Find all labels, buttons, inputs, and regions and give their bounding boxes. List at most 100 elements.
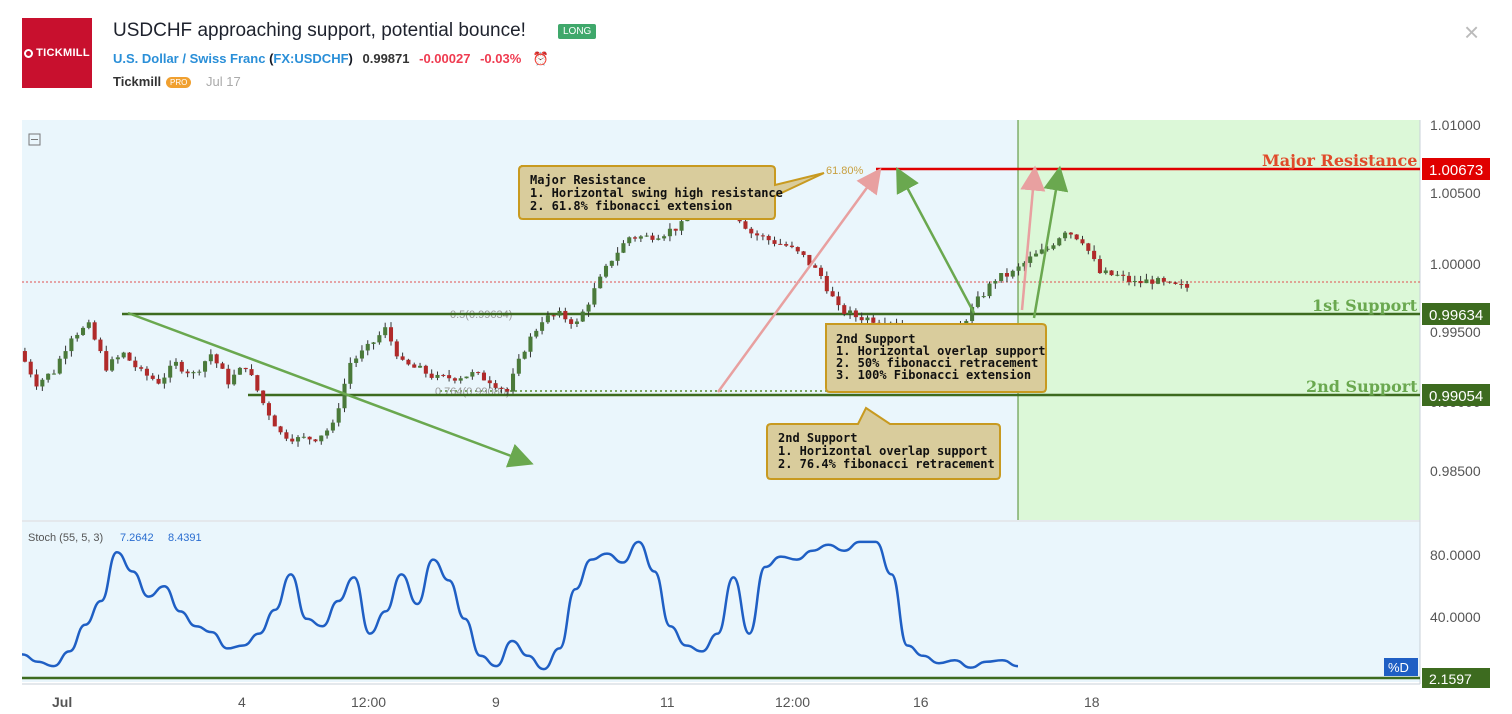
first-support-label: 1st Support xyxy=(1312,296,1418,315)
collapse-icon[interactable] xyxy=(28,133,41,146)
candle-body xyxy=(63,351,68,359)
candle-body xyxy=(388,327,394,342)
stoch-d-tag xyxy=(1384,658,1418,676)
candle-body xyxy=(1086,243,1091,251)
candle-body xyxy=(406,359,411,365)
time-tick: 4 xyxy=(238,694,246,710)
candle-body xyxy=(266,403,271,416)
candle-body xyxy=(859,317,864,321)
time-tick: Jul xyxy=(52,694,72,710)
stoch-k-value: 7.2642 xyxy=(120,532,154,544)
candle-body xyxy=(284,432,289,439)
candle-body xyxy=(743,221,748,229)
symbol-paren-close: ) xyxy=(348,51,353,66)
price-tick: 1.00500 xyxy=(1430,185,1481,201)
candle-body xyxy=(1080,239,1085,244)
symbol-name-link[interactable]: U.S. Dollar / Swiss Franc xyxy=(113,51,266,66)
candle-body xyxy=(842,305,847,314)
first-support-price: 0.99634 xyxy=(1429,307,1483,324)
time-axis[interactable]: Jul 4 12:00 9 11 12:00 16 18 xyxy=(52,694,1100,710)
candle-body xyxy=(400,356,405,360)
candle-body xyxy=(1063,232,1068,239)
price-change-pct: -0.03% xyxy=(480,51,522,66)
candle-body xyxy=(1115,274,1120,276)
candle-body xyxy=(272,415,277,427)
candle-body xyxy=(1097,259,1102,274)
time-tick: 12:00 xyxy=(351,694,386,710)
candle-body xyxy=(127,352,132,361)
candle-body xyxy=(1156,278,1161,284)
support-right-callout[interactable] xyxy=(825,323,1047,393)
second-support-price: 0.99054 xyxy=(1429,388,1483,405)
candle-body xyxy=(638,236,643,239)
author-name[interactable]: Tickmill xyxy=(113,74,162,89)
candle-body xyxy=(162,377,167,384)
symbol-code-link[interactable]: FX:USDCHF xyxy=(273,51,349,66)
candle-body xyxy=(993,281,998,284)
candle-body xyxy=(92,322,97,340)
candle-body xyxy=(313,439,318,442)
alarm-clock-icon[interactable]: ⏰ xyxy=(532,51,550,66)
candle-body xyxy=(481,372,487,381)
candle-body xyxy=(1039,249,1044,254)
close-icon[interactable]: × xyxy=(1464,17,1480,47)
logo-mark-icon xyxy=(24,48,34,58)
callout-text: 2nd Support xyxy=(836,332,915,346)
price-change: -0.00027 xyxy=(419,51,471,66)
logo-text: TICKMILL xyxy=(36,47,90,59)
candle-body xyxy=(1144,279,1149,284)
candle-body xyxy=(301,436,306,438)
candle-body xyxy=(354,358,359,363)
candle-body xyxy=(452,378,457,381)
price-axis[interactable]: 1.01000 1.00500 1.00000 0.99500 0.99000 … xyxy=(1430,117,1481,479)
candle-body xyxy=(621,243,626,253)
candle-body xyxy=(1022,262,1027,267)
candle-body xyxy=(679,221,684,231)
stoch-axis[interactable]: 80.0000 40.0000 xyxy=(1430,547,1481,625)
candle-body xyxy=(1051,245,1056,249)
stoch-line xyxy=(21,540,1019,671)
candle-body xyxy=(766,235,771,241)
price-tick: 1.00000 xyxy=(1430,256,1481,272)
target-arrow-green xyxy=(1032,165,1069,319)
candle-body xyxy=(627,237,632,244)
candle-body xyxy=(784,244,789,246)
candle-body xyxy=(179,361,184,372)
candle-body xyxy=(534,330,539,337)
candle-body xyxy=(1092,250,1097,260)
candle-body xyxy=(1103,270,1108,274)
candle-body xyxy=(22,351,27,362)
time-tick: 16 xyxy=(913,694,929,710)
candle-body xyxy=(778,243,783,245)
candle-body xyxy=(499,387,504,389)
candle-body xyxy=(871,317,876,323)
candle-body xyxy=(1068,232,1073,235)
candle-body xyxy=(609,260,614,266)
candle-body xyxy=(325,430,330,436)
candle-body xyxy=(1033,253,1039,257)
candle-body xyxy=(348,362,353,384)
stoch-last-value: 2.1597 xyxy=(1429,671,1472,687)
candle-body xyxy=(999,273,1004,282)
candle-body xyxy=(975,296,980,307)
candle-body xyxy=(551,315,556,317)
candle-body xyxy=(540,322,545,331)
resistance-callout[interactable] xyxy=(518,165,825,220)
candle-body xyxy=(1179,283,1184,285)
stoch-title[interactable]: Stoch (55, 5, 3) xyxy=(28,532,103,544)
candle-body xyxy=(226,368,231,385)
candle-body xyxy=(510,373,516,392)
callout-text: 1. Horizontal overlap support xyxy=(778,444,988,458)
callout-text: 2. 50% fibonacci retracement xyxy=(836,356,1038,370)
support-bottom-callout[interactable] xyxy=(766,406,1001,480)
candle-body xyxy=(168,365,173,378)
candle-body xyxy=(133,360,138,368)
candle-body xyxy=(1016,266,1021,271)
candle-body xyxy=(772,240,777,244)
callout-text: Major Resistance xyxy=(530,173,646,187)
candle-body xyxy=(1121,274,1126,276)
candle-body xyxy=(121,352,126,358)
time-tick: 9 xyxy=(492,694,500,710)
candle-body xyxy=(377,335,382,343)
